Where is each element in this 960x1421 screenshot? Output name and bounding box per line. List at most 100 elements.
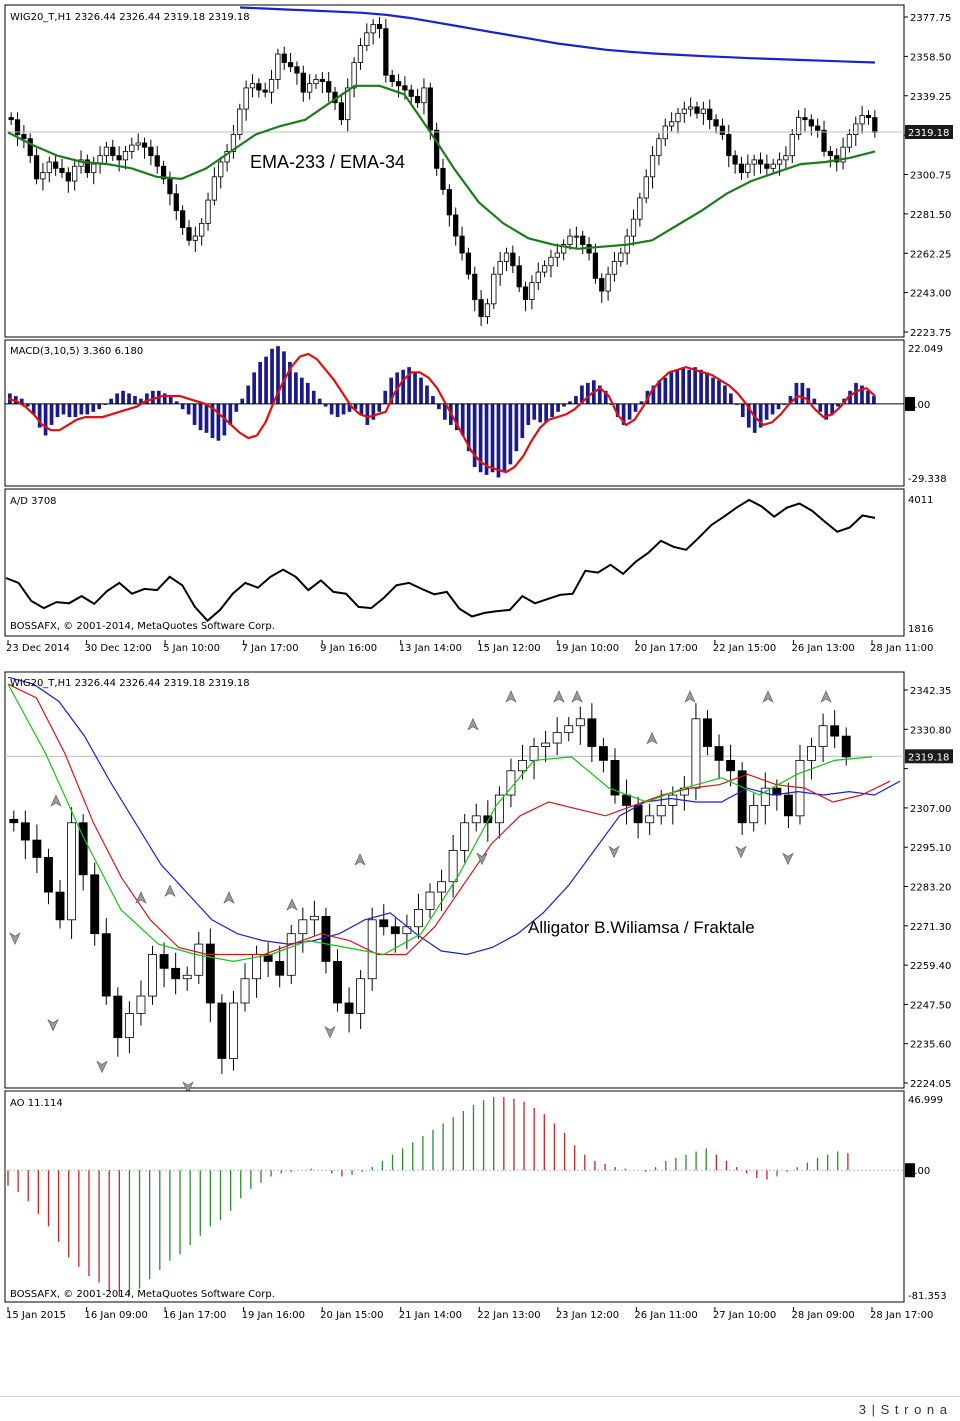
price2-candle [726, 744, 736, 787]
price-axis-1-label: 2223.75 [910, 328, 951, 339]
price1-body [846, 134, 853, 148]
price1-body [808, 119, 814, 127]
price-axis-1-label: 2358.50 [910, 52, 951, 63]
price1-body [688, 106, 694, 110]
price1-candle [853, 116, 859, 147]
current-price-label-1: 2319.18 [908, 128, 949, 139]
macd-histogram-bar [55, 403, 60, 418]
macd-histogram-bar [371, 403, 376, 420]
price1-body [630, 218, 637, 237]
price2-body [587, 718, 597, 747]
chart-annotation-2: Alligator B.Wiliamsa / Fraktale [528, 918, 755, 937]
price1-body [154, 155, 160, 167]
price1-body [287, 62, 294, 68]
price1-candle [510, 245, 516, 274]
price1-body [338, 102, 345, 121]
price2-candle [356, 970, 366, 1029]
price1-candle [186, 220, 192, 246]
macd-panel [4, 339, 905, 487]
price2-candle [182, 966, 192, 991]
price1-body [427, 87, 433, 131]
macd-histogram-bar [675, 369, 680, 404]
price1-body [370, 24, 376, 34]
price1-body [129, 144, 135, 152]
price1-body [637, 197, 643, 220]
macd-histogram-bar [818, 403, 823, 412]
price1-candle [688, 97, 694, 117]
time-axis-2-label: 20 Jan 15:00 [320, 1310, 383, 1321]
price2-body [610, 759, 620, 796]
price1-candle [91, 156, 97, 185]
fractal-down-marker [324, 1025, 336, 1039]
price1-candle [865, 110, 872, 125]
price1-candle [154, 146, 160, 174]
price2-body [564, 725, 574, 734]
price2-candle [471, 803, 481, 832]
price1-body [91, 163, 97, 173]
price1-body [776, 159, 783, 165]
ad-panel [4, 488, 905, 637]
price2-candle [598, 737, 608, 773]
price2-candle [494, 786, 504, 839]
macd-histogram-bar [19, 398, 24, 404]
price1-candle [218, 156, 224, 189]
price1-candle [135, 133, 141, 151]
macd-histogram-bar [365, 403, 370, 425]
macd-histogram-bar [61, 403, 66, 415]
price1-body [59, 167, 65, 173]
time-axis-2-label: 28 Jan 17:00 [870, 1310, 933, 1321]
price1-candle [719, 118, 726, 140]
macd-histogram-bar [723, 385, 727, 404]
price1-candle [707, 99, 713, 130]
price1-candle [630, 209, 637, 246]
fractal-up-marker [223, 891, 235, 904]
price2-candle [425, 883, 435, 919]
time-axis-1-label: 9 Jan 16:00 [320, 643, 377, 654]
macd-histogram-bar [758, 403, 763, 428]
macd-histogram-bar [437, 403, 441, 410]
price2-body [529, 746, 539, 761]
price2-body [772, 787, 782, 796]
price1-body [643, 176, 649, 199]
macd-histogram-bar [770, 403, 775, 415]
copyright-2: BOSSAFX, © 2001-2014, MetaQuotes Softwar… [10, 1289, 275, 1300]
price2-candle [44, 848, 53, 905]
price1-candle [395, 74, 402, 98]
macd-histogram-bar [335, 403, 340, 418]
price2-candle [575, 706, 585, 745]
price1-body [345, 87, 351, 121]
price1-candle [459, 226, 465, 261]
macd-histogram-bar [168, 396, 173, 404]
price1-candle [173, 184, 179, 221]
price1-candle [497, 251, 503, 286]
price2-candle [413, 893, 423, 939]
macd-histogram-bar [860, 385, 864, 404]
price2-body [205, 943, 215, 1004]
price1-body [389, 74, 395, 82]
price1-candle [27, 133, 33, 164]
macd-histogram-bar [687, 369, 692, 404]
current-price-label-2: 2319.18 [908, 752, 949, 763]
price2-candle [309, 900, 319, 936]
price1-candle [802, 108, 808, 132]
macd-histogram-bar [210, 403, 215, 439]
price2-body [656, 805, 666, 817]
macd-histogram-bar [746, 403, 751, 428]
price1-body [218, 161, 224, 178]
macd-histogram-bar [681, 367, 686, 404]
price2-body [622, 794, 631, 806]
price2-body [390, 926, 400, 935]
price1-body [27, 138, 33, 157]
macd-histogram-bar [162, 393, 167, 404]
macd-histogram-bar [270, 348, 274, 404]
price1-body [745, 163, 751, 173]
price1-candle [859, 105, 865, 134]
macd-histogram-bar [806, 388, 811, 404]
price1-body [872, 117, 878, 133]
price1-candle [287, 52, 294, 73]
price1-body [211, 176, 218, 201]
price2-candle [205, 928, 215, 1023]
macd-histogram-bar [323, 403, 328, 407]
macd-histogram-bar [258, 361, 262, 404]
price2-body [124, 1012, 134, 1039]
